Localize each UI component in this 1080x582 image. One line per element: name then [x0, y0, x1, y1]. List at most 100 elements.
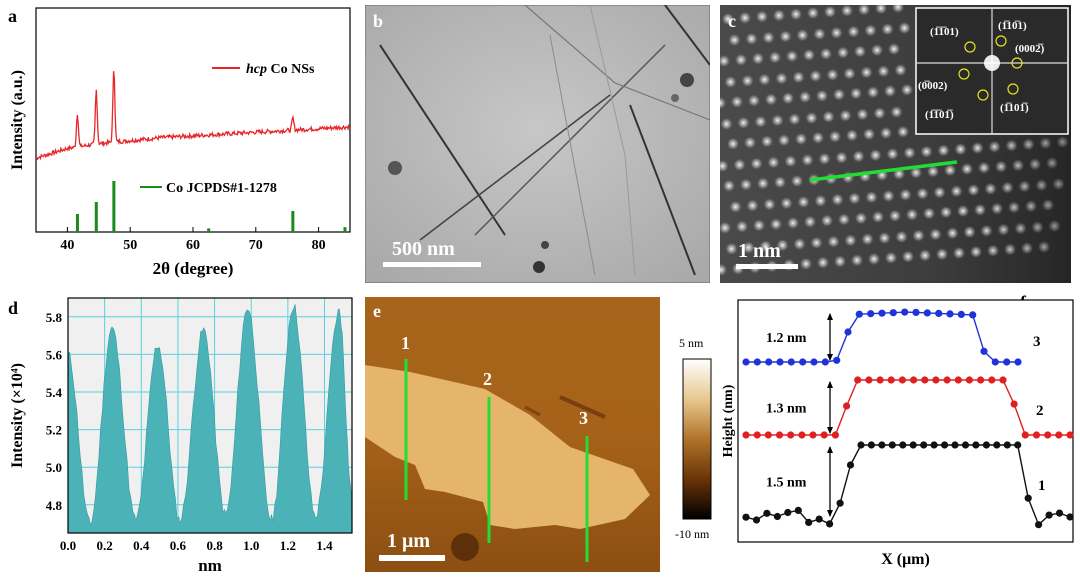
atom-column [752, 218, 766, 232]
data-point [935, 309, 943, 317]
atom-column [776, 238, 789, 252]
atom-column [844, 233, 857, 247]
scale-bar-label: 1 nm [738, 240, 781, 262]
x-tick-label: 70 [249, 238, 263, 253]
data-point [1003, 441, 1011, 449]
data-point [899, 441, 907, 449]
data-point [867, 310, 875, 318]
data-point [972, 441, 980, 449]
x-tick-label: 1.4 [316, 538, 333, 553]
panel-letter: c [728, 11, 736, 31]
atom-column [854, 211, 868, 225]
atom-column [916, 187, 929, 201]
atom-column [1037, 240, 1051, 254]
colorbar-bottom-label: -10 nm [675, 527, 710, 541]
atom-column [933, 185, 946, 199]
data-point [961, 441, 970, 449]
y-tick-label: 5.8 [46, 310, 63, 325]
arrow-head [827, 381, 833, 388]
data-point [999, 376, 1007, 384]
atom-column [903, 146, 916, 160]
atom-column [781, 91, 795, 105]
atom-column [754, 115, 767, 129]
atom-column [811, 131, 825, 145]
atom-column [922, 206, 936, 220]
atom-column [725, 242, 738, 256]
atom-column [813, 27, 826, 41]
atom-column [890, 105, 903, 119]
data-point [865, 376, 873, 384]
atom-column [883, 84, 897, 98]
data-point [991, 358, 999, 366]
data-point [854, 376, 862, 384]
atom-column [874, 1, 888, 15]
atom-column [739, 178, 753, 192]
atom-column [1022, 137, 1035, 151]
y-axis-label: Intensity (a.u.) [9, 70, 26, 170]
y-tick-label: 5.2 [46, 423, 62, 438]
tem-image: 500 nm b [364, 4, 711, 284]
atom-column [909, 166, 923, 180]
atom-column [724, 75, 737, 89]
x-tick-label: 50 [123, 238, 137, 253]
atom-column [847, 25, 860, 39]
atom-column [730, 95, 744, 109]
data-point [954, 376, 962, 384]
atom-column [772, 8, 786, 22]
data-point [773, 512, 781, 521]
data-point [742, 431, 750, 439]
data-point [784, 508, 792, 517]
series-label: 2 [1036, 403, 1044, 419]
atom-column [926, 164, 940, 178]
atom-column [1045, 156, 1059, 170]
atom-column [742, 241, 755, 255]
x-tick-label: 80 [312, 238, 326, 253]
atom-column [764, 92, 778, 106]
series-label: 1 [1038, 478, 1046, 494]
data-point [1055, 431, 1063, 439]
haadf-image: 1 nm c (1̅1̅01) (1̅10̅1) (0002̅) (0̅002)… [713, 0, 1071, 283]
atom-column [920, 145, 933, 159]
data-point [855, 310, 863, 318]
atom-column [793, 237, 806, 251]
data-point [1014, 441, 1022, 449]
fft-label: (1̅1̅01) [930, 26, 959, 38]
data-point [946, 310, 954, 318]
atom-column [833, 254, 847, 268]
y-tick-label: 5.6 [46, 347, 63, 362]
atom-column [785, 49, 799, 63]
data-point [1021, 431, 1029, 439]
data-point [980, 347, 988, 355]
atom-column [801, 153, 814, 167]
atom-column [805, 111, 818, 125]
atom-column [971, 141, 984, 155]
atom-column [797, 195, 810, 209]
afm-image: 1 2 3 1 μm e 5 nm -10 nm [365, 297, 712, 572]
atom-column [771, 113, 784, 127]
atom-column [721, 12, 735, 26]
arrow-head [827, 354, 833, 361]
data-point [867, 441, 875, 449]
atom-column [830, 26, 843, 40]
data-point [833, 356, 841, 364]
atom-column [873, 106, 886, 120]
atom-column [768, 50, 782, 64]
fft-label: (1̅101̅) [1000, 102, 1029, 114]
atom-column [849, 86, 863, 100]
plot-frame [737, 299, 1074, 543]
panel-letter: a [8, 6, 17, 26]
data-point [941, 441, 949, 449]
atom-column [814, 194, 827, 208]
atom-column [743, 136, 757, 150]
data-point [763, 509, 771, 517]
x-axis-label: X (μm) [881, 551, 930, 568]
atom-column [850, 253, 864, 267]
atom-column [788, 112, 801, 126]
atom-column [1056, 135, 1069, 149]
data-point [1035, 521, 1043, 529]
atom-column [809, 69, 822, 83]
data-point [857, 441, 865, 449]
atom-column [935, 247, 949, 261]
atom-column [733, 158, 746, 172]
atom-column [784, 154, 797, 168]
